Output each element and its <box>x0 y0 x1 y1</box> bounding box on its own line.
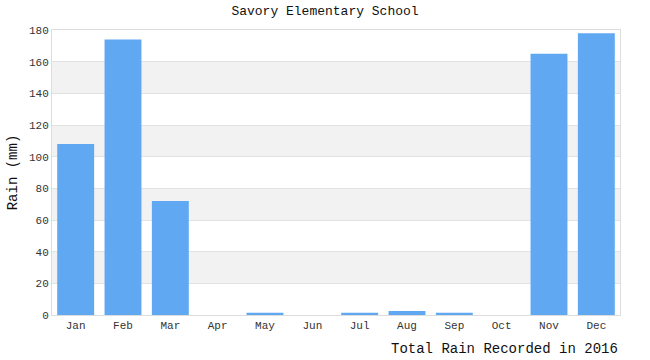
svg-text:Mar: Mar <box>160 320 180 332</box>
svg-text:Aug: Aug <box>397 320 417 332</box>
svg-text:160: 160 <box>29 57 49 69</box>
svg-text:100: 100 <box>29 152 49 164</box>
svg-text:Sep: Sep <box>444 320 464 332</box>
svg-text:Jan: Jan <box>66 320 86 332</box>
svg-text:Savory Elementary School: Savory Elementary School <box>231 4 418 19</box>
svg-text:120: 120 <box>29 120 49 132</box>
svg-text:140: 140 <box>29 88 49 100</box>
svg-text:80: 80 <box>36 183 49 195</box>
svg-text:Total Rain Recorded in 2016: Total Rain Recorded in 2016 <box>391 341 618 357</box>
svg-text:60: 60 <box>36 215 49 227</box>
svg-text:Nov: Nov <box>539 320 559 332</box>
svg-text:Jun: Jun <box>302 320 322 332</box>
svg-text:Dec: Dec <box>586 320 606 332</box>
svg-text:Rain (mm): Rain (mm) <box>5 135 21 211</box>
svg-text:0: 0 <box>42 310 49 322</box>
svg-text:Apr: Apr <box>208 320 228 332</box>
svg-text:20: 20 <box>36 278 49 290</box>
svg-text:Jul: Jul <box>350 320 370 332</box>
svg-text:Feb: Feb <box>113 320 133 332</box>
svg-text:Oct: Oct <box>492 320 512 332</box>
svg-text:May: May <box>255 320 275 332</box>
svg-text:180: 180 <box>29 25 49 37</box>
svg-text:40: 40 <box>36 247 49 259</box>
